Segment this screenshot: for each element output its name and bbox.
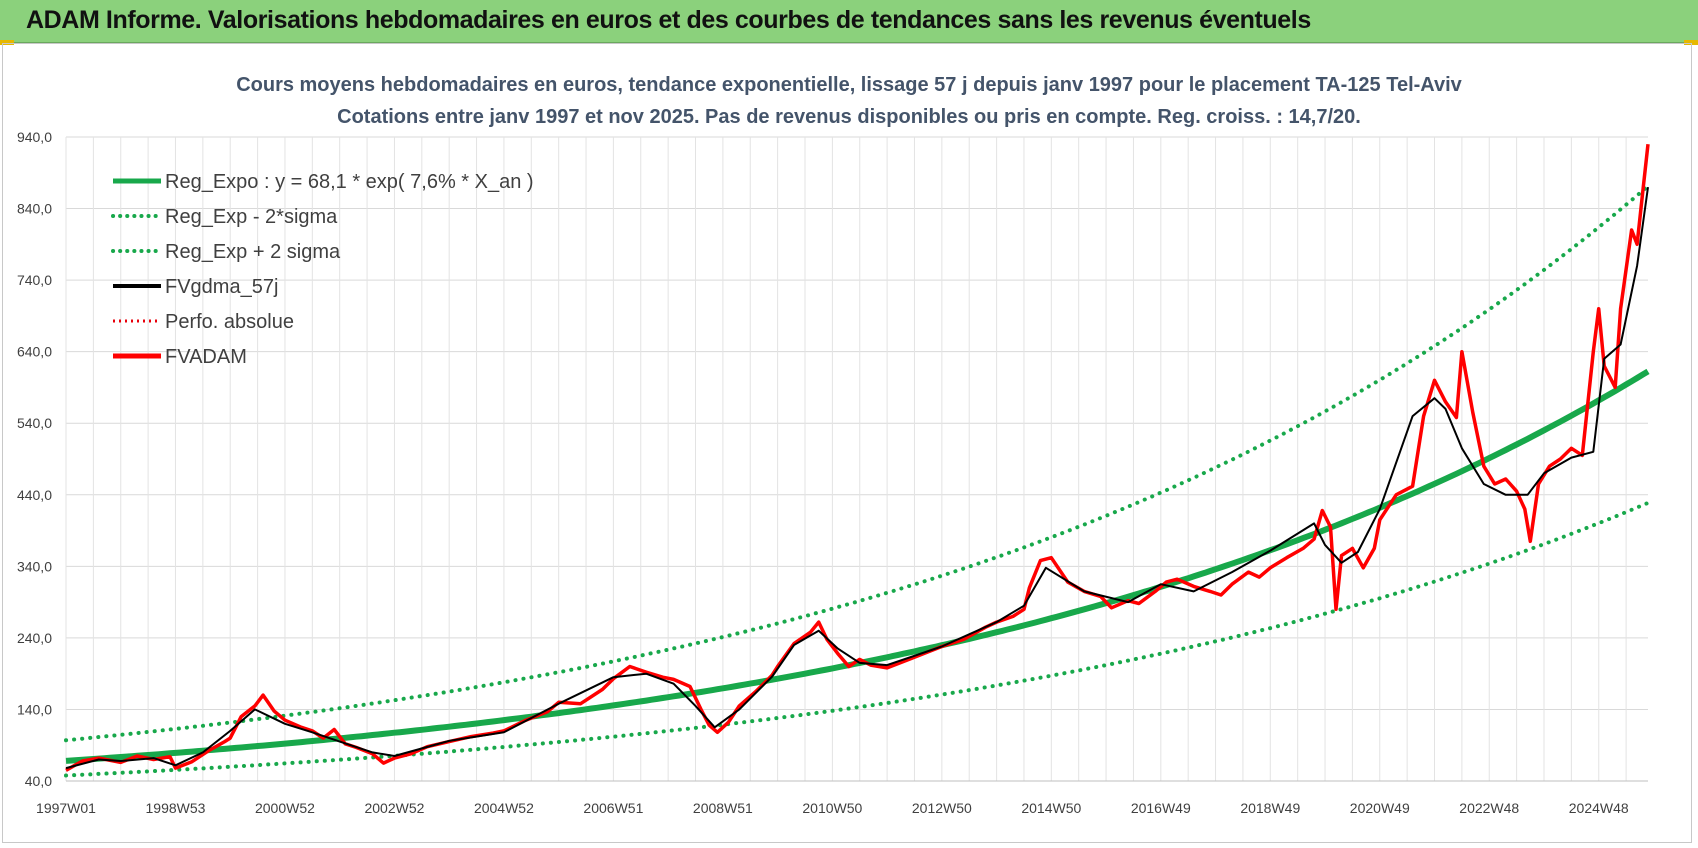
- x-tick-label: 2006W51: [583, 800, 643, 816]
- x-tick-label: 2004W52: [474, 800, 534, 816]
- x-tick-label: 2024W48: [1569, 800, 1629, 816]
- y-tick-label: 240,0: [17, 630, 52, 646]
- legend-label: FVADAM: [165, 346, 247, 368]
- y-axis-labels: 40,0 140,0 240,0 340,0 440,0 540,0 640,0 740,0 8…: [17, 129, 52, 789]
- corner-marker-left: [0, 40, 14, 45]
- y-tick-label: 440,0: [17, 487, 52, 503]
- x-tick-label: 1997W01: [36, 800, 96, 816]
- x-tick-label: 2000W52: [255, 800, 315, 816]
- y-tick-label: 340,0: [17, 558, 52, 574]
- y-tick-label: 740,0: [17, 272, 52, 288]
- x-tick-label: 2018W49: [1240, 800, 1300, 816]
- legend: Reg_Expo : y = 68,1 * exp( 7,6% * X_an )…: [111, 171, 534, 368]
- grid: [65, 136, 1648, 782]
- report-title: ADAM Informe. Valorisations hebdomadaire…: [26, 6, 1311, 34]
- reg-exp-minus-2sigma-line: [64, 500, 1650, 778]
- reg-expo-line: [65, 368, 1650, 764]
- x-tick-label: 2010W50: [802, 800, 862, 816]
- y-tick-label: 840,0: [17, 201, 52, 217]
- y-tick-label: 640,0: [17, 344, 52, 360]
- report-banner: ADAM Informe. Valorisations hebdomadaire…: [0, 0, 1698, 43]
- reg-exp-plus-2sigma-line: [64, 184, 1650, 743]
- legend-label: Reg_Exp - 2*sigma: [165, 206, 338, 228]
- fvgdma-57j-line: [65, 186, 1649, 770]
- y-tick-label: 940,0: [17, 129, 52, 145]
- x-axis-labels: 1997W01 1998W53 2000W52 2002W52 2004W52 2006W…: [36, 800, 1629, 816]
- y-tick-label: 40,0: [25, 773, 52, 789]
- legend-label: Reg_Expo : y = 68,1 * exp( 7,6% * X_an ): [165, 171, 534, 193]
- x-tick-label: 1998W53: [146, 800, 206, 816]
- chart-subtitle: Cotations entre janv 1997 et nov 2025. P…: [337, 106, 1361, 128]
- chart-title: Cours moyens hebdomadaires en euros, ten…: [236, 74, 1462, 96]
- x-tick-label: 2016W49: [1131, 800, 1191, 816]
- x-tick-label: 2008W51: [693, 800, 753, 816]
- y-tick-label: 140,0: [17, 701, 52, 717]
- x-tick-label: 2022W48: [1459, 800, 1519, 816]
- series-lines: [64, 144, 1650, 778]
- legend-label: Perfo. absolue: [165, 311, 294, 333]
- legend-label: Reg_Exp + 2 sigma: [165, 241, 341, 263]
- corner-marker-right: [1684, 40, 1698, 45]
- x-tick-label: 2014W50: [1021, 800, 1081, 816]
- fvadam-line: [65, 144, 1650, 772]
- x-tick-label: 2012W50: [912, 800, 972, 816]
- x-tick-label: 2020W49: [1350, 800, 1410, 816]
- x-tick-label: 2002W52: [364, 800, 424, 816]
- chart-frame: [2, 43, 1692, 843]
- y-tick-label: 540,0: [17, 415, 52, 431]
- legend-label: FVgdma_57j: [165, 276, 278, 298]
